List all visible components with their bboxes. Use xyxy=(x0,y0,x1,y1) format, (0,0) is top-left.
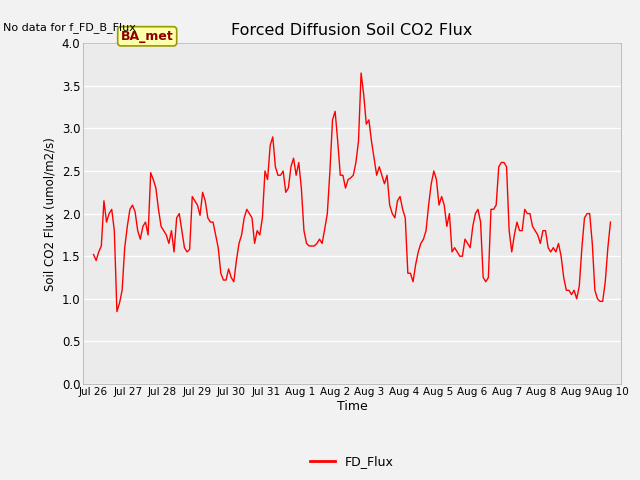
X-axis label: Time: Time xyxy=(337,399,367,412)
Text: BA_met: BA_met xyxy=(121,30,173,43)
Text: No data for f_FD_B_Flux: No data for f_FD_B_Flux xyxy=(3,22,136,33)
Title: Forced Diffusion Soil CO2 Flux: Forced Diffusion Soil CO2 Flux xyxy=(231,23,473,38)
Y-axis label: Soil CO2 Flux (umol/m2/s): Soil CO2 Flux (umol/m2/s) xyxy=(44,137,56,290)
Legend: FD_Flux: FD_Flux xyxy=(305,450,399,473)
